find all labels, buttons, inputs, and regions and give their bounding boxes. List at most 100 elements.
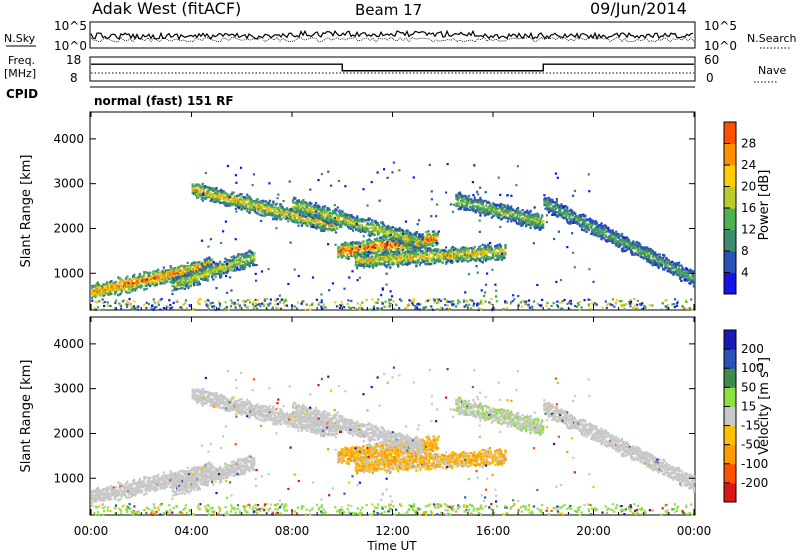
- power-echo-cell: [373, 246, 376, 249]
- power-echo-cell: [125, 285, 128, 288]
- power-echo-cell: [224, 192, 227, 195]
- power-echo-cell: [406, 231, 409, 234]
- power-echo-cell: [205, 186, 208, 189]
- power-echo-cell: [329, 212, 332, 215]
- power-echo-cell: [308, 219, 311, 222]
- power-echo-cell: [487, 212, 490, 215]
- power-echo-cell: [167, 272, 170, 275]
- power-echo-cell: [455, 205, 458, 208]
- power-echo-cell: [394, 234, 397, 237]
- power-echo-cell: [150, 274, 153, 278]
- power-echo-cell: [385, 266, 388, 269]
- power-echo-cell: [185, 284, 188, 287]
- power-echo-cell: [432, 255, 435, 258]
- power-echo-cell: [314, 201, 318, 204]
- power-echo-cell: [360, 263, 363, 266]
- power-echo-cell: [170, 272, 173, 275]
- power-echo-cell: [482, 206, 485, 209]
- power-echo-cell: [322, 226, 325, 229]
- power-echo-cell: [262, 205, 265, 208]
- power-echo-cell: [230, 193, 233, 196]
- power-echo-cell: [362, 266, 365, 269]
- power-echo-cell: [406, 229, 409, 232]
- power-echo-cell: [194, 274, 197, 277]
- power-echo-cell: [477, 201, 480, 204]
- power-echo-cell: [231, 199, 234, 202]
- power-echo-cell: [487, 258, 490, 261]
- power-echo-cell: [205, 197, 208, 200]
- power-echo-cell: [339, 209, 342, 212]
- power-echo-cell: [238, 253, 241, 256]
- power-echo-cell: [161, 273, 164, 276]
- power-echo-cell: [129, 283, 132, 286]
- power-echo-cell: [399, 257, 402, 260]
- power-echo-cell: [435, 258, 439, 261]
- power-echo-cell: [427, 254, 431, 258]
- power-echo-cell: [195, 261, 198, 264]
- power-echo-cell: [251, 208, 254, 212]
- power-echo-cell: [395, 257, 399, 260]
- power-echo-cell: [474, 205, 477, 208]
- power-echo-cell: [188, 265, 191, 268]
- power-echo-cell: [96, 291, 99, 294]
- power-echo-cell: [153, 272, 156, 275]
- power-echo-cell: [271, 211, 274, 215]
- power-echo-cell: [419, 255, 423, 258]
- power-echo-cell: [167, 269, 170, 272]
- power-echo-cell: [154, 270, 157, 273]
- power-echo-cell: [170, 267, 173, 270]
- power-echo-cell: [402, 237, 405, 240]
- power-echo-cell: [425, 257, 428, 260]
- power-echo-cell: [248, 200, 251, 203]
- power-echo-cell: [268, 206, 272, 209]
- power-echo-cell: [248, 211, 251, 214]
- power-echo-cell: [293, 196, 296, 199]
- power-echo-cell: [345, 249, 348, 252]
- power-echo-cell: [245, 203, 248, 207]
- power-echo-cell: [502, 252, 505, 255]
- power-echo-cell: [368, 256, 371, 259]
- power-echo-cell: [297, 199, 300, 202]
- power-echo-cell: [197, 183, 200, 186]
- power-echo-cell: [125, 290, 128, 294]
- power-echo-cell: [409, 251, 412, 255]
- power-echo-cell: [372, 223, 375, 226]
- power-echo-cell: [449, 254, 452, 257]
- power-echo-cell: [175, 288, 179, 291]
- power-echo-cell: [357, 248, 360, 251]
- power-echo-cell: [244, 263, 247, 266]
- power-echo-cell: [229, 263, 232, 266]
- power-echo-cell: [490, 210, 493, 213]
- power-echo-cell: [304, 211, 307, 214]
- power-echo-cell: [118, 288, 121, 291]
- power-echo-cell: [404, 242, 407, 245]
- power-echo-cell: [455, 250, 458, 253]
- power-echo-cell: [390, 256, 393, 259]
- power-echo-cell: [101, 285, 104, 288]
- power-echo-cell: [527, 217, 530, 220]
- power-echo-cell: [486, 256, 489, 259]
- power-echo-cell: [517, 209, 520, 212]
- power-echo-cell: [403, 251, 407, 254]
- power-echo-cell: [433, 232, 436, 235]
- power-echo-cell: [97, 288, 100, 291]
- power-echo-cell: [208, 191, 211, 195]
- power-echo-cell: [494, 245, 497, 248]
- power-echo-cell: [245, 258, 248, 261]
- power-echo-cell: [450, 249, 453, 252]
- power-echo-cell: [358, 244, 362, 247]
- power-echo-cell: [367, 217, 370, 220]
- power-echo-cell: [387, 234, 390, 237]
- power-echo-cell: [344, 223, 347, 226]
- power-echo-cell: [518, 220, 521, 223]
- power-echo-cell: [475, 208, 479, 211]
- power-echo-cell: [190, 278, 193, 281]
- power-echo-cell: [400, 239, 404, 242]
- power-echo-cell: [359, 218, 362, 221]
- power-echo-cell: [306, 205, 310, 208]
- power-echo-cell: [495, 210, 498, 213]
- power-echo-cell: [499, 245, 503, 248]
- power-echo-cell: [232, 255, 235, 258]
- power-echo-cell: [265, 200, 268, 203]
